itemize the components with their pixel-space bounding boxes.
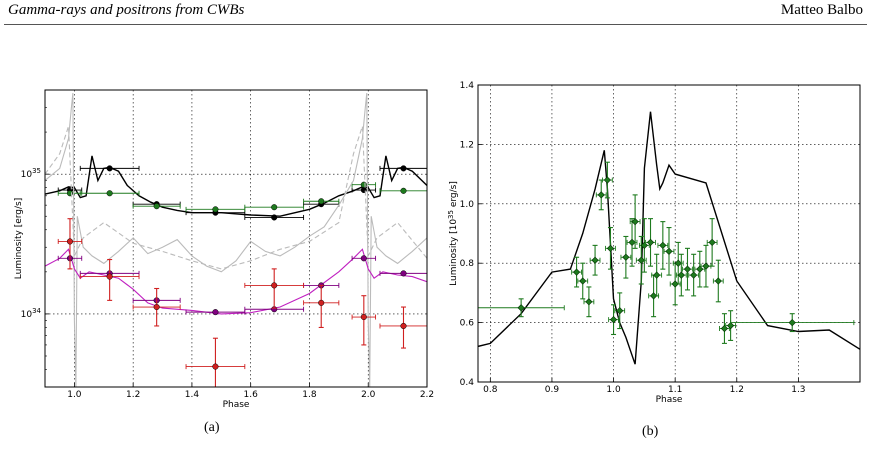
x-tick-label: 1.6	[244, 390, 259, 400]
data-point	[674, 259, 682, 267]
data-point	[585, 298, 593, 306]
axes-frame	[44, 89, 428, 388]
data-point	[597, 191, 605, 199]
data-point	[646, 238, 655, 247]
x-tick-label: 1.2	[730, 385, 744, 395]
data-point	[653, 271, 661, 279]
x-tick-label: 1.0	[67, 390, 82, 400]
data-point	[400, 270, 407, 277]
x-tick-label: 1.8	[302, 390, 317, 400]
data-point	[318, 198, 325, 205]
x-tick-label: 1.0	[606, 385, 621, 395]
x-axis-label: Phase	[656, 395, 683, 405]
x-tick-label: 2.2	[420, 390, 434, 400]
running-header-title: Gamma-rays and positrons from CWBs	[8, 2, 245, 18]
data-point	[665, 247, 673, 255]
data-point	[66, 238, 74, 245]
data-point	[517, 304, 525, 312]
series-line-4	[45, 126, 427, 270]
x-axis-label: Phase	[223, 400, 250, 410]
y-tick-label: 0.8	[460, 259, 475, 269]
data-point	[271, 214, 278, 221]
header-rule	[4, 24, 867, 25]
x-tick-label: 0.8	[483, 385, 498, 395]
data-point	[572, 268, 581, 276]
x-tick-label: 1.3	[791, 385, 805, 395]
y-axis-label: Luminosity [erg/s]	[14, 198, 24, 279]
data-point	[153, 203, 160, 210]
running-header-author: Matteo Balbo	[780, 2, 863, 18]
data-point	[622, 253, 630, 261]
data-point	[726, 321, 735, 330]
data-point	[106, 190, 113, 197]
y-tick-label: 1035	[21, 167, 41, 180]
x-tick-label: 1.2	[126, 390, 140, 400]
y-tick-label: 0.4	[460, 378, 475, 388]
caption-b: (b)	[642, 424, 659, 439]
data-point	[318, 299, 325, 306]
data-point	[106, 273, 113, 280]
data-point	[637, 256, 645, 264]
data-point	[360, 255, 367, 262]
data-point	[671, 280, 679, 288]
data-point	[271, 204, 278, 211]
y-tick-label: 1.0	[460, 200, 475, 210]
data-point	[649, 292, 658, 300]
y-tick-label: 1034	[21, 307, 42, 320]
data-point	[153, 303, 160, 311]
data-point	[631, 217, 639, 226]
data-point	[212, 309, 219, 316]
y-tick-label: 1.2	[460, 140, 474, 150]
data-point	[400, 322, 407, 330]
data-point	[603, 176, 612, 184]
data-point	[628, 238, 636, 247]
data-point	[591, 256, 599, 264]
y-tick-label: 1.4	[460, 81, 475, 91]
data-point	[212, 363, 219, 370]
data-point	[400, 165, 407, 172]
data-point	[609, 316, 618, 324]
data-point	[271, 282, 278, 289]
caption-a: (a)	[204, 420, 220, 435]
data-point	[714, 277, 722, 285]
axes-frame	[477, 84, 861, 383]
data-point	[720, 324, 729, 333]
x-tick-label: 0.9	[545, 385, 560, 395]
data-point	[708, 238, 716, 247]
data-point	[616, 307, 624, 315]
series-line-3	[45, 93, 427, 387]
x-tick-label: 2.0	[361, 390, 376, 400]
data-point	[702, 262, 710, 270]
data-point	[677, 271, 685, 279]
data-point	[606, 244, 615, 252]
data-point	[212, 206, 219, 213]
data-point	[106, 165, 113, 172]
y-axis-label: Luminosity [1035 erg/s]	[447, 181, 459, 286]
data-point	[696, 265, 704, 273]
plot-area	[478, 111, 860, 365]
data-point	[400, 187, 407, 194]
data-point	[659, 241, 667, 250]
y-tick-label: 0.6	[460, 319, 475, 329]
x-tick-label: 1.1	[668, 385, 682, 395]
data-point	[690, 271, 698, 279]
data-point	[360, 313, 367, 321]
data-point	[683, 265, 692, 273]
data-point	[640, 241, 648, 250]
x-tick-label: 1.4	[185, 390, 200, 400]
data-point	[579, 277, 587, 285]
data-point	[788, 318, 796, 327]
plot-area	[45, 93, 427, 387]
